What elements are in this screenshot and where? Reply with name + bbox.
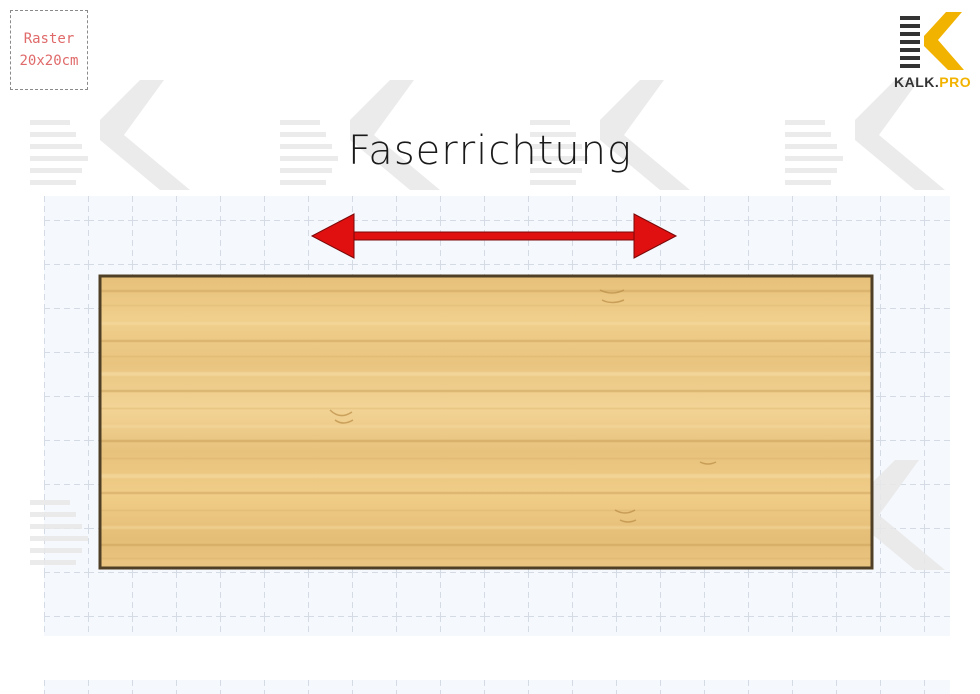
wood-board	[98, 274, 874, 570]
grain-direction-arrow	[310, 213, 678, 259]
watermark-logos	[30, 80, 945, 570]
raster-label-line2: 20x20cm	[19, 53, 79, 69]
raster-scale-label: Raster 20x20cm	[10, 10, 88, 90]
brand-name-accent: PRO	[939, 74, 972, 90]
brand-name-main: KALK.	[894, 74, 940, 90]
raster-label-line1: Raster	[23, 31, 75, 47]
page-title: Faserrichtung	[347, 128, 633, 174]
brand-name: KALK.PRO	[894, 74, 971, 90]
kalk-pro-logo-icon	[900, 12, 964, 70]
